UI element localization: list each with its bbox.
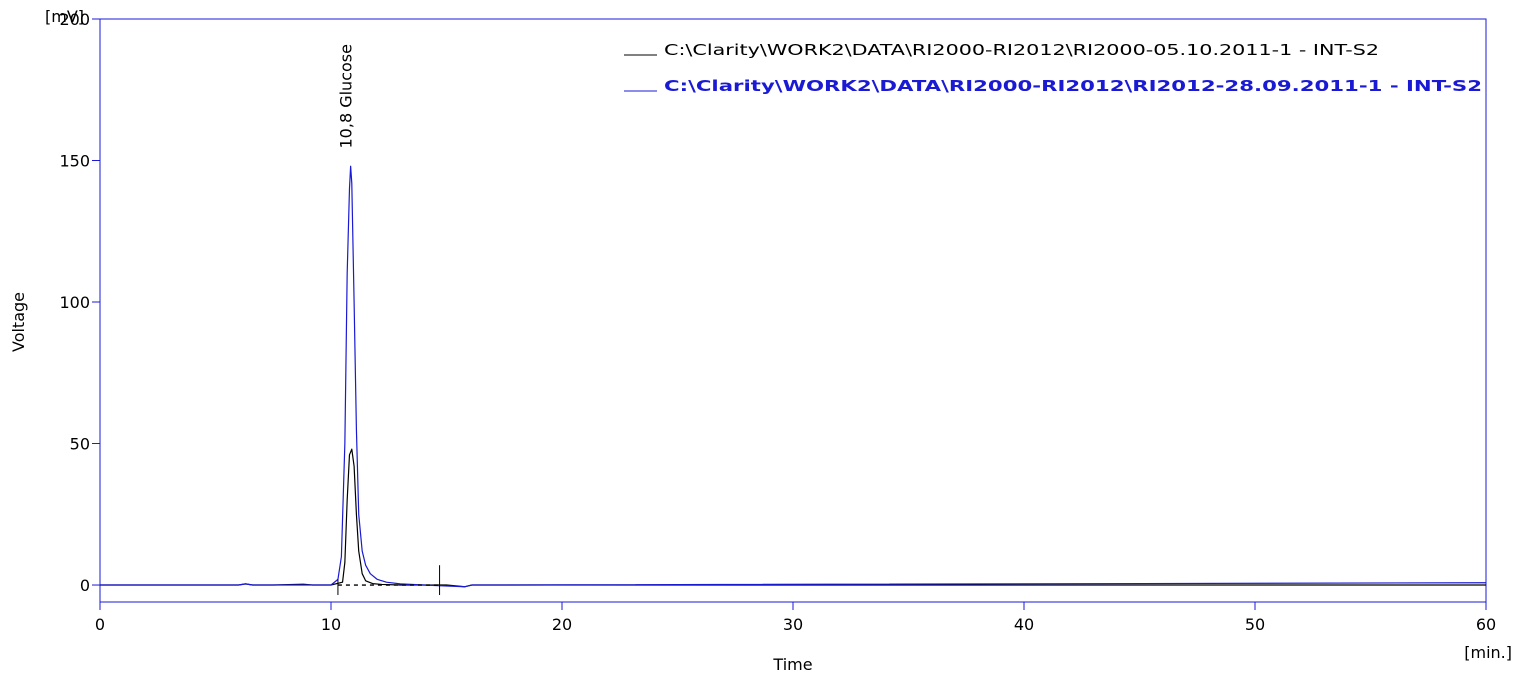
y-tick-label: 0 [80,576,90,595]
legend: C:\Clarity\WORK2\DATA\RI2000-RI2012\RI20… [624,41,1482,95]
x-axis-ticks: 0 10 20 30 40 50 60 [95,602,1496,634]
plot-border [99,18,1487,603]
x-tick-label: 60 [1476,615,1496,634]
series-line-1 [100,165,1487,588]
x-tick-label: 50 [1245,615,1265,634]
y-tick-label: 50 [70,435,90,454]
x-tick-label: 0 [95,615,105,634]
x-axis-title: Time [772,655,812,674]
x-tick-label: 20 [552,615,572,634]
series-lines [100,165,1487,588]
y-axis-ticks: 0 50 100 150 200 [59,10,100,595]
plot-frame [99,18,1487,603]
peak-annotations: 10,8 Glucose [336,44,355,148]
legend-label-0: C:\Clarity\WORK2\DATA\RI2000-RI2012\RI20… [664,41,1379,59]
integration-markers [337,565,441,596]
x-axis-unit: [min.] [1464,643,1512,662]
legend-label-1: C:\Clarity\WORK2\DATA\RI2000-RI2012\RI20… [664,77,1482,95]
x-tick-label: 10 [321,615,341,634]
series-line-0 [100,448,1486,588]
y-axis-unit: [mV] [45,7,84,26]
peak-label: 10,8 Glucose [336,44,355,148]
y-tick-label: 200 [59,10,90,29]
y-axis-title: Voltage [9,292,28,352]
x-tick-label: 30 [783,615,803,634]
x-tick-label: 40 [1014,615,1034,634]
y-tick-label: 150 [59,152,90,171]
y-tick-label: 100 [59,293,90,312]
